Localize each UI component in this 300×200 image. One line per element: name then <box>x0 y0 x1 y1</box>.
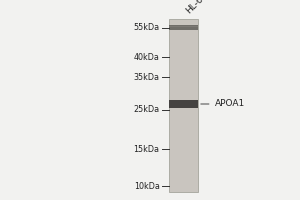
Bar <box>169 25 198 30</box>
Bar <box>169 100 198 108</box>
Text: 10kDa: 10kDa <box>134 182 160 191</box>
Text: 40kDa: 40kDa <box>134 52 160 62</box>
Text: 55kDa: 55kDa <box>134 23 160 32</box>
Text: 25kDa: 25kDa <box>134 105 160 114</box>
Text: 35kDa: 35kDa <box>134 72 160 82</box>
Text: 15kDa: 15kDa <box>134 144 160 154</box>
Bar <box>169 26 198 27</box>
Text: APOA1: APOA1 <box>201 99 245 108</box>
Bar <box>169 19 198 192</box>
Text: HL-60: HL-60 <box>184 0 209 15</box>
